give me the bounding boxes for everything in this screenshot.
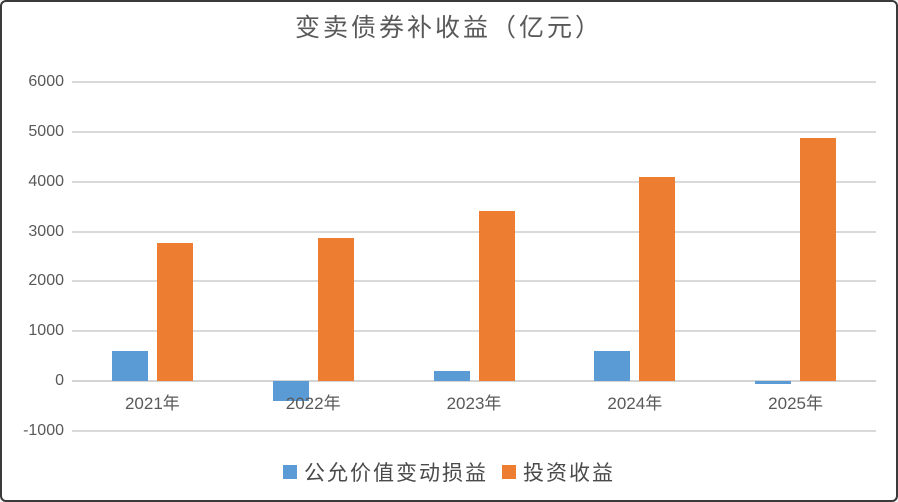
y-tick-label: 4000 <box>28 172 64 190</box>
y-tick-label: 5000 <box>28 122 64 140</box>
x-tick-label: 2023年 <box>446 394 502 414</box>
x-tick-label: 2021年 <box>124 394 180 414</box>
gridline <box>72 180 876 183</box>
x-tick-label: 2022年 <box>285 394 341 414</box>
legend: 公允价值变动损益 投资收益 <box>2 456 896 488</box>
x-tick-label: 2024年 <box>607 394 663 414</box>
y-tick-label: 0 <box>55 372 64 390</box>
legend-item-series-1: 投资收益 <box>502 457 615 487</box>
y-tick-label: 2000 <box>28 272 64 290</box>
gridline <box>72 81 876 83</box>
legend-label: 公允价值变动损益 <box>304 461 488 485</box>
legend-label: 投资收益 <box>523 461 615 485</box>
gridline <box>72 330 876 333</box>
y-tick-label: 6000 <box>28 73 64 90</box>
bar-series-1-2023年 <box>478 211 515 382</box>
zero-gridline <box>72 380 876 383</box>
bar-series-0-2024年 <box>594 350 631 382</box>
chart-title: 变卖债券补收益（亿元） <box>294 15 603 42</box>
bar-series-0-2021年 <box>111 351 148 382</box>
legend-swatch-icon <box>283 465 297 479</box>
gridline <box>72 280 876 283</box>
y-tick-label: -1000 <box>23 422 64 439</box>
legend-swatch-icon <box>502 465 516 479</box>
bar-series-1-2024年 <box>639 176 676 382</box>
bar-series-0-2025年 <box>755 381 792 384</box>
bar-series-0-2023年 <box>433 371 470 382</box>
x-tick-label: 2025年 <box>768 394 823 414</box>
gridline <box>72 430 876 432</box>
bar-series-0-2022年 <box>272 381 309 402</box>
bar-series-1-2021年 <box>156 243 193 382</box>
y-tick-label: 3000 <box>28 222 64 240</box>
gridline <box>72 130 876 133</box>
gridline <box>72 230 876 233</box>
legend-item-series-0: 公允价值变动损益 <box>283 457 488 487</box>
bar-series-1-2025年 <box>800 137 837 382</box>
y-tick-label: 1000 <box>28 322 64 340</box>
bar-series-1-2022年 <box>317 238 354 382</box>
